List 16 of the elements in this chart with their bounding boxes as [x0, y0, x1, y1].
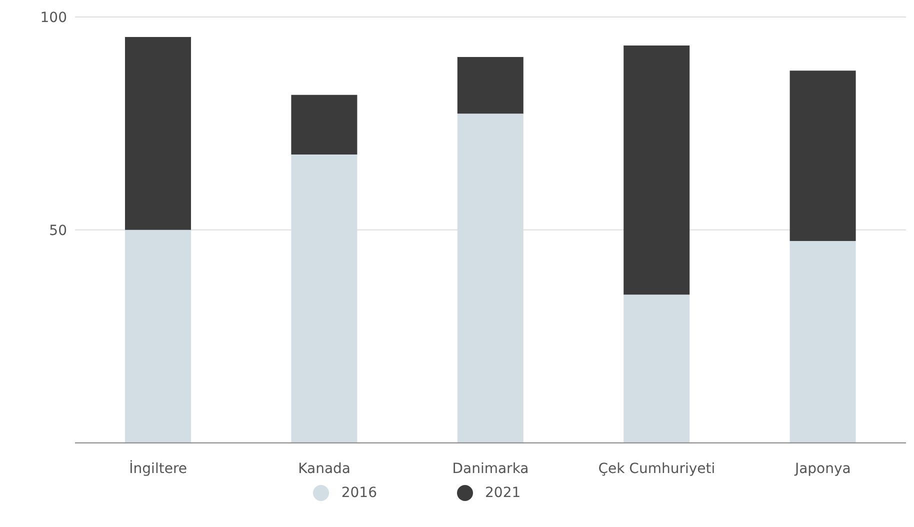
bar: [125, 37, 191, 230]
x-tick-label: Çek Cumhuriyeti: [598, 460, 716, 477]
bar: [457, 57, 524, 114]
x-tick-label: Danimarka: [452, 460, 529, 477]
bar: [624, 46, 690, 295]
legend-label: 2021: [485, 484, 521, 501]
bar: [790, 70, 856, 241]
bar: [790, 240, 856, 443]
x-tick-label: İngiltere: [129, 460, 188, 477]
x-tick-label: Japonya: [794, 460, 851, 477]
bar: [624, 294, 690, 443]
bar: [291, 94, 358, 155]
y-tick-label: 100: [40, 10, 67, 26]
legend-label: 2016: [341, 484, 377, 501]
x-tick-label: Kanada: [298, 460, 351, 477]
y-tick-label: 50: [49, 222, 67, 239]
